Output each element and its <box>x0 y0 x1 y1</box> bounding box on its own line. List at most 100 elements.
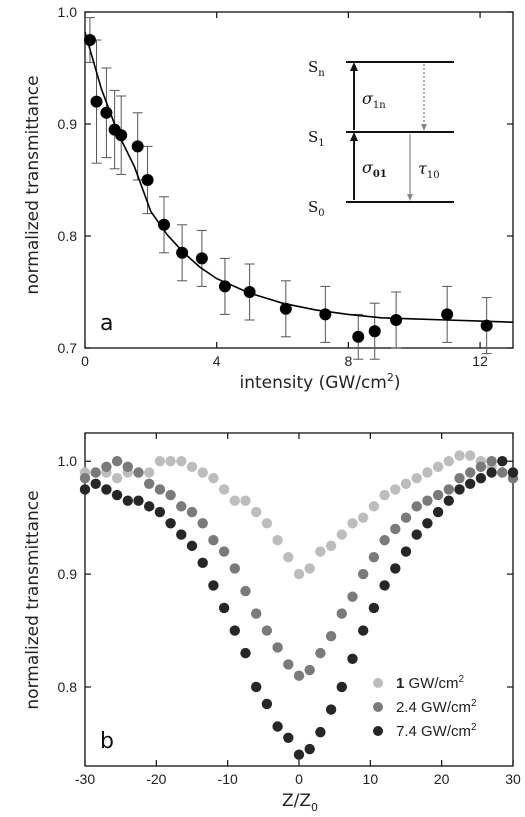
chart-panel-b: -30 -20 -10 0 10 20 30 0.8 0.9 1.0 normalized tra… <box>23 432 521 814</box>
data-point <box>432 461 444 473</box>
data-point <box>325 704 337 715</box>
data-point <box>304 563 315 574</box>
data-point <box>422 495 433 506</box>
data-point <box>475 461 487 473</box>
x-axis-label: intensity (GW/cm2) <box>240 371 401 393</box>
data-point <box>368 602 380 614</box>
data-point <box>283 732 294 743</box>
data-point <box>144 478 155 489</box>
x-tick-label: 0 <box>81 353 89 369</box>
y-axis-label: normalized transmittance <box>23 75 43 294</box>
data-point <box>144 501 155 512</box>
data-point <box>251 608 262 619</box>
data-point <box>218 484 230 495</box>
legend-marker <box>373 678 383 688</box>
data-point <box>379 580 390 591</box>
data-point <box>465 450 476 461</box>
data-point <box>400 478 412 489</box>
legend-marker <box>373 702 383 712</box>
arrowhead-s1-sn <box>350 62 358 71</box>
data-point <box>208 472 219 484</box>
data-point <box>208 535 219 546</box>
level-sn-label: Sn <box>308 58 325 79</box>
data-point <box>111 456 123 467</box>
data-point <box>336 681 347 693</box>
x-tick-label: -30 <box>75 771 95 787</box>
data-point <box>195 252 208 265</box>
data-point <box>293 568 305 580</box>
data-point <box>122 495 133 506</box>
data-point <box>90 478 101 489</box>
y-tick-label: 0.8 <box>58 228 78 244</box>
data-point <box>111 472 123 484</box>
data-point <box>251 506 262 518</box>
data-point <box>165 456 176 467</box>
data-point <box>186 461 198 473</box>
data-point <box>154 506 166 518</box>
data-point <box>293 749 305 760</box>
data-point <box>347 653 358 664</box>
data-point <box>197 518 208 529</box>
data-point <box>240 585 251 597</box>
data-point <box>336 529 347 540</box>
data-point <box>218 546 230 557</box>
y-tick-label: 1.0 <box>58 453 78 469</box>
data-point <box>465 467 476 478</box>
data-point <box>197 557 208 569</box>
x-tick-label: 0 <box>295 771 303 787</box>
data-point <box>158 218 171 231</box>
legend-label: 7.4 GW/cm2 <box>396 722 477 740</box>
data-point <box>411 501 422 512</box>
data-point <box>347 591 358 602</box>
legend-label: 2.4 GW/cm2 <box>396 698 477 716</box>
data-point <box>165 518 176 529</box>
data-point <box>272 535 283 546</box>
data-point <box>486 467 497 478</box>
data-point <box>240 495 251 506</box>
data-points <box>83 34 493 343</box>
data-point <box>454 484 465 495</box>
data-point <box>83 34 96 46</box>
data-point <box>283 551 294 563</box>
data-point <box>133 495 144 506</box>
data-point <box>358 568 369 580</box>
data-point <box>347 518 358 529</box>
tick-marks <box>84 433 514 766</box>
data-point <box>390 563 401 574</box>
data-point <box>422 518 433 529</box>
y-tick-label: 0.8 <box>58 679 78 695</box>
data-point <box>507 467 519 478</box>
data-point <box>497 456 508 467</box>
legend-item-7-4-gw: 7.4 GW/cm2 <box>373 722 477 740</box>
data-point <box>197 467 208 478</box>
data-point <box>90 95 103 108</box>
data-point <box>79 472 91 484</box>
data-point <box>454 472 465 484</box>
data-points <box>79 450 519 760</box>
data-point <box>400 512 412 523</box>
data-point <box>133 467 144 478</box>
data-point <box>480 319 493 332</box>
data-point <box>390 484 401 495</box>
data-point <box>111 489 123 501</box>
series-1 <box>79 450 519 580</box>
tick-marks <box>84 11 513 349</box>
data-point <box>283 659 294 670</box>
data-point <box>432 489 444 501</box>
y-tick-label: 1.0 <box>58 4 78 20</box>
data-point <box>261 518 273 529</box>
data-point <box>218 280 231 293</box>
data-point <box>304 664 315 676</box>
x-tick-label: 12 <box>472 353 488 369</box>
data-point <box>144 467 155 478</box>
data-point <box>411 529 422 540</box>
tick-labels: -30 -20 -10 0 10 20 30 0.8 0.9 1.0 <box>58 453 521 787</box>
x-tick-label: 10 <box>363 771 379 787</box>
data-point <box>131 140 144 153</box>
data-point <box>379 535 390 546</box>
data-point <box>101 484 112 495</box>
arrowhead-s1-s0 <box>407 194 413 201</box>
data-point <box>176 246 189 259</box>
data-point <box>100 106 113 119</box>
